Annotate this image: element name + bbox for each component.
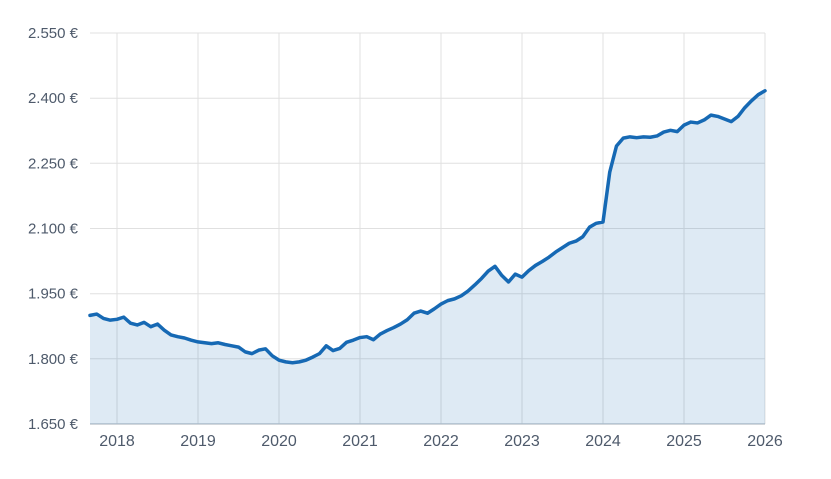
price-line-series	[88, 89, 767, 365]
x-tick-label: 2023	[504, 433, 540, 450]
x-tick-label: 2018	[99, 433, 135, 450]
x-tick-label: 2020	[261, 433, 297, 450]
x-tick-label: 2019	[180, 433, 216, 450]
area-fill	[90, 90, 765, 424]
x-tick-label: 2022	[423, 433, 459, 450]
x-tick-label: 2026	[747, 433, 783, 450]
x-tick-label: 2024	[585, 433, 621, 450]
y-tick-label: 2.100 €	[28, 221, 79, 238]
y-tick-label: 1.650 €	[28, 416, 79, 433]
y-tick-label: 2.550 €	[28, 25, 79, 42]
x-tick-label: 2025	[666, 433, 702, 450]
y-tick-label: 1.950 €	[28, 286, 79, 303]
y-tick-label: 2.250 €	[28, 155, 79, 172]
y-tick-label: 1.800 €	[28, 351, 79, 368]
y-tick-label: 2.400 €	[28, 90, 79, 107]
x-tick-label: 2021	[342, 433, 378, 450]
